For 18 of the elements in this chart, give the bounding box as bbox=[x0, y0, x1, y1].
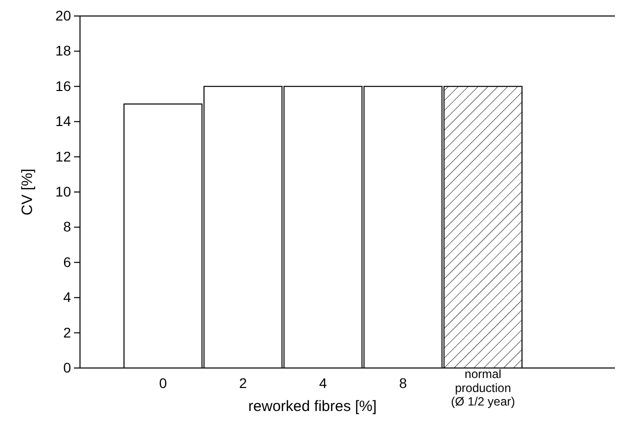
x-tick-label: 4 bbox=[319, 374, 328, 391]
y-tick-label: 14 bbox=[55, 113, 72, 130]
x-tick-label: 0 bbox=[159, 374, 168, 391]
x-tick-label: 8 bbox=[399, 374, 408, 391]
x-tick-label: 2 bbox=[239, 374, 248, 391]
y-tick-label: 12 bbox=[55, 148, 72, 164]
y-tick-label: 2 bbox=[63, 324, 72, 340]
y-tick-label: 18 bbox=[55, 42, 72, 59]
x-tick-label: normal production (Ø 1/2 year) bbox=[450, 367, 516, 409]
y-tick-label: 4 bbox=[63, 289, 72, 306]
y-tick-label: 20 bbox=[55, 7, 72, 24]
y-tick-label: 8 bbox=[63, 218, 72, 235]
x-axis-title: reworked fibres [%] bbox=[248, 398, 377, 415]
y-axis-title: CV [%] bbox=[19, 168, 36, 216]
y-tick-label: 0 bbox=[63, 359, 72, 376]
y-tick-label: 16 bbox=[55, 78, 72, 94]
y-tick-label: 6 bbox=[63, 254, 72, 270]
y-tick-label: 10 bbox=[55, 183, 72, 200]
